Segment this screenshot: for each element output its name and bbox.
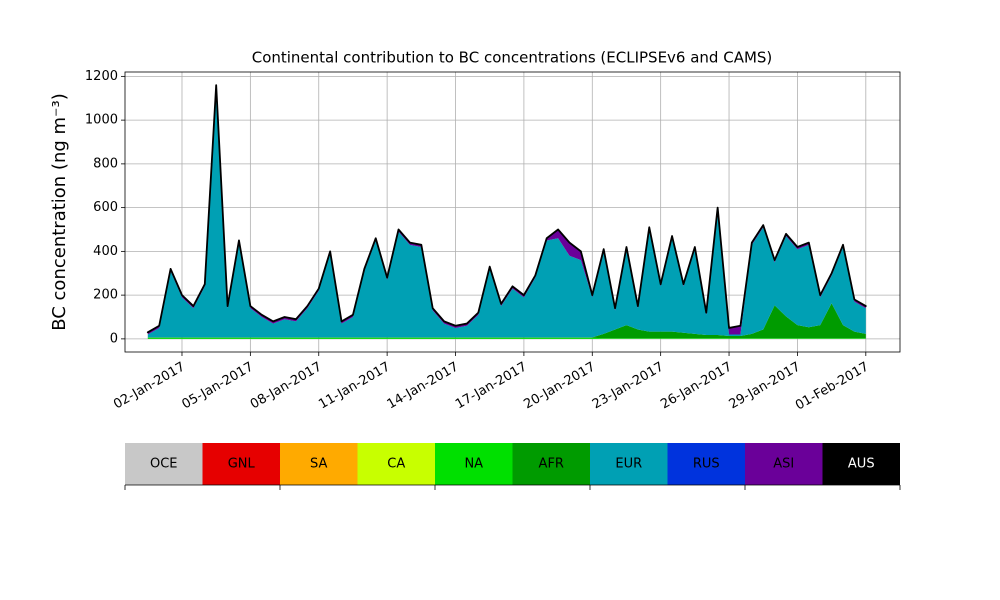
legend-swatch <box>590 443 668 485</box>
legend-swatch <box>667 443 745 485</box>
legend-swatch <box>512 443 590 485</box>
legend-label: AUS <box>848 457 875 472</box>
area <box>147 337 866 339</box>
legend-swatch <box>822 443 900 485</box>
y-tick-label: 800 <box>93 156 118 171</box>
legend-label: ASI <box>773 457 794 472</box>
y-axis-label: BC concentration (ng m⁻³) <box>49 93 70 331</box>
legend-label: SA <box>310 457 327 472</box>
y-tick-label: 0 <box>110 331 118 346</box>
legend-label: RUS <box>693 457 720 472</box>
legend-label: OCE <box>150 457 178 472</box>
area <box>146 84 867 334</box>
axes-frame <box>124 71 901 353</box>
legend-swatch <box>280 443 358 485</box>
legend-swatch <box>202 443 280 485</box>
legend-swatch <box>745 443 823 485</box>
y-tick-label: 400 <box>93 244 118 259</box>
legend-label: CA <box>387 457 405 472</box>
chart-title: Continental contribution to BC concentra… <box>252 49 773 67</box>
legend-swatch <box>357 443 435 485</box>
y-tick-label: 1200 <box>85 69 118 84</box>
y-tick-label: 200 <box>93 288 118 303</box>
legend-label: NA <box>464 457 483 472</box>
area <box>147 303 866 339</box>
legend-label: GNL <box>228 457 256 472</box>
area <box>147 87 866 338</box>
legend-label: AFR <box>539 457 564 472</box>
legend: OCE GNL SA CA NA AFR EUR RUS ASI AUS <box>125 443 900 485</box>
y-tick-label: 1000 <box>85 113 118 128</box>
y-tick-label: 600 <box>93 200 118 215</box>
legend-label: EUR <box>615 457 642 472</box>
legend-swatch <box>435 443 513 485</box>
legend-swatch <box>125 443 203 485</box>
